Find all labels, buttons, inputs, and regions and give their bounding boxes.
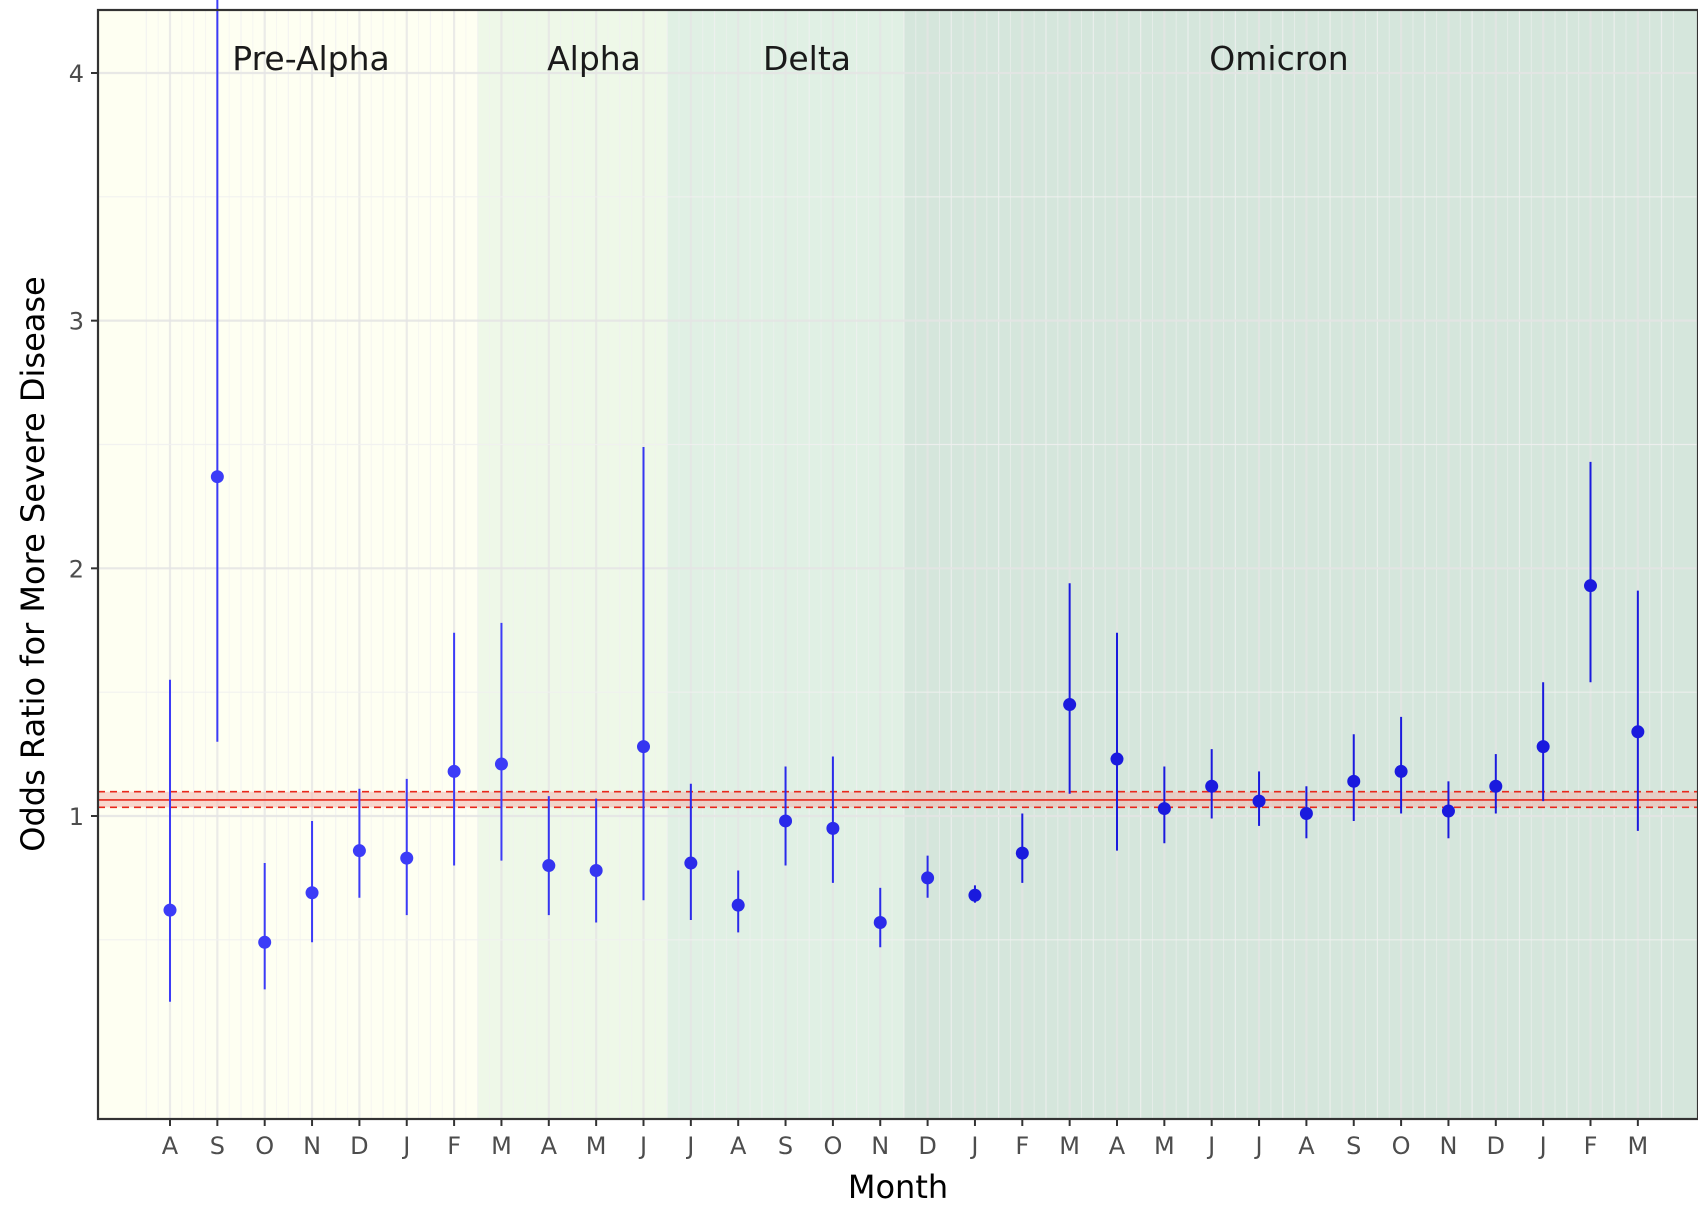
x-axis-title: Month (848, 1168, 948, 1205)
data-point (1015, 846, 1029, 860)
x-tick-label: M (1154, 1132, 1175, 1160)
data-point (589, 863, 603, 877)
gridlines (98, 10, 1698, 1119)
x-tick-label: S (210, 1132, 225, 1160)
data-point (1489, 779, 1503, 793)
x-tick-label: N (871, 1132, 889, 1160)
x-tick-label: J (1254, 1132, 1263, 1160)
data-point (542, 859, 556, 873)
data-point (447, 764, 461, 778)
x-tick-label: O (1392, 1132, 1411, 1160)
data-point (1299, 807, 1313, 821)
x-tick-label: J (1206, 1132, 1215, 1160)
x-tick-label: O (823, 1132, 842, 1160)
x-tick-label: M (1059, 1132, 1080, 1160)
y-tick-label: 3 (69, 308, 84, 336)
x-tick-label: F (1584, 1132, 1598, 1160)
data-point (968, 888, 982, 902)
era-label: Omicron (1209, 39, 1348, 78)
era-band (903, 10, 1698, 1119)
era-label: Pre-Alpha (232, 39, 389, 78)
x-tick-label: J (685, 1132, 694, 1160)
x-tick-label: N (303, 1132, 321, 1160)
data-points (163, 470, 1645, 949)
data-point (494, 757, 508, 771)
y-axis-title: Odds Ratio for More Severe Disease (14, 276, 52, 851)
data-point (921, 871, 935, 885)
data-point (163, 903, 177, 917)
x-tick-label: A (1109, 1132, 1126, 1160)
data-point (1394, 764, 1408, 778)
data-point (731, 898, 745, 912)
x-tick-label: M (1627, 1132, 1648, 1160)
y-tick-label: 4 (69, 60, 84, 88)
data-point (1631, 725, 1645, 739)
data-point (1063, 698, 1077, 712)
data-point (1441, 804, 1455, 818)
data-point (684, 856, 698, 870)
data-point (1584, 579, 1597, 593)
x-tick-label: M (586, 1132, 607, 1160)
data-point (1252, 794, 1266, 808)
x-tick-label: A (162, 1132, 179, 1160)
x-tick-label: D (350, 1132, 368, 1160)
data-point (826, 821, 840, 835)
data-point (1157, 802, 1171, 816)
data-point (210, 470, 224, 484)
x-tick-label: M (491, 1132, 512, 1160)
data-point (400, 851, 414, 865)
x-tick-label: D (1487, 1132, 1505, 1160)
x-tick-label: D (918, 1132, 936, 1160)
axes (91, 8, 1698, 1126)
data-point (305, 886, 319, 900)
data-point (873, 915, 887, 929)
y-tick-label: 2 (69, 555, 84, 583)
data-point (1347, 774, 1361, 788)
x-tick-label: S (778, 1132, 793, 1160)
x-tick-label: J (401, 1132, 410, 1160)
x-tick-label: A (730, 1132, 747, 1160)
x-tick-label: J (638, 1132, 647, 1160)
era-label: Alpha (547, 39, 641, 78)
data-point (1110, 752, 1124, 766)
x-tick-label: N (1439, 1132, 1457, 1160)
plot-border (96, 8, 1698, 1121)
era-backgrounds (98, 10, 1698, 1119)
era-labels: Pre-Alpha Alpha Delta Omicron (232, 39, 1348, 78)
reference-band (98, 790, 1698, 809)
data-point (1536, 740, 1550, 754)
y-tick-label: 1 (69, 803, 84, 831)
x-tick-label: S (1346, 1132, 1361, 1160)
x-tick-label: J (969, 1132, 978, 1160)
data-point (637, 740, 650, 754)
data-point (258, 935, 272, 949)
data-point (352, 844, 366, 858)
data-point (1205, 779, 1219, 793)
data-point (779, 814, 793, 828)
era-label: Delta (763, 39, 851, 78)
x-tick-label: A (1298, 1132, 1315, 1160)
x-tick-label: F (1015, 1132, 1029, 1160)
x-tick-label: F (447, 1132, 461, 1160)
x-tick-label: A (541, 1132, 558, 1160)
x-tick-label: O (255, 1132, 274, 1160)
x-tick-label: J (1538, 1132, 1547, 1160)
